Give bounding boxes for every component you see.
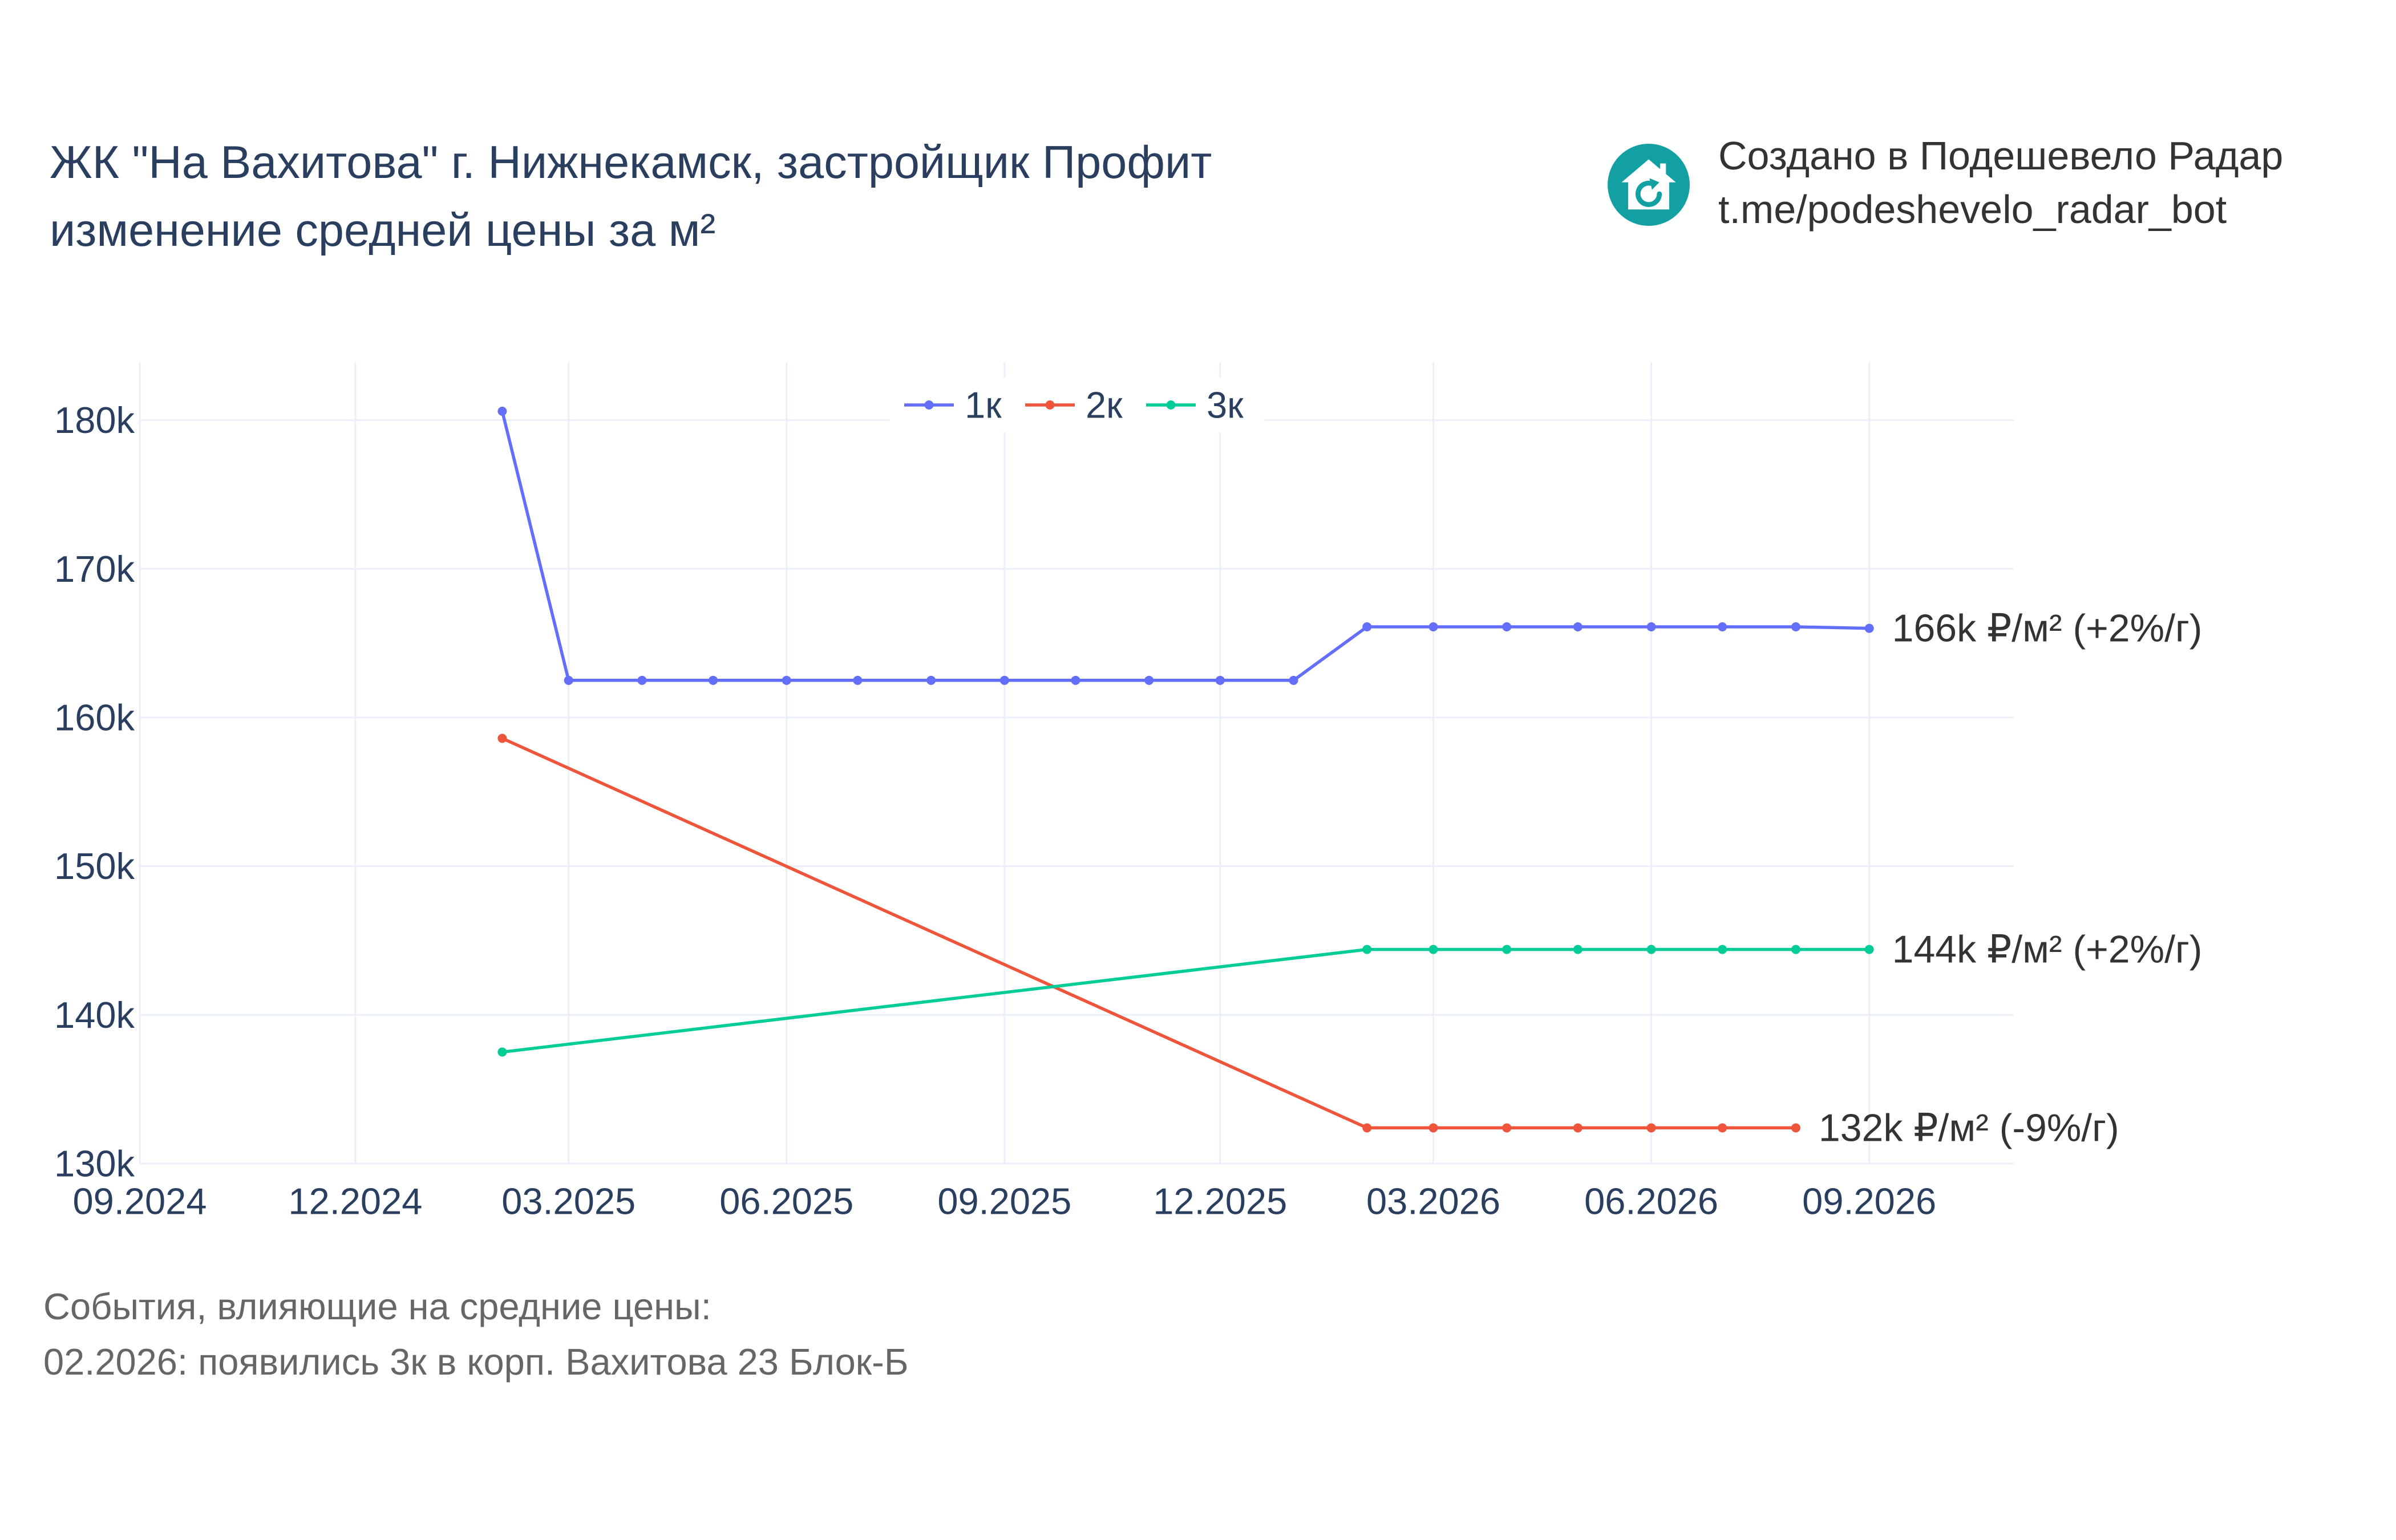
house-chimney: [1660, 163, 1666, 175]
attribution-text: Создано в Подешевело Радар: [1718, 133, 2284, 178]
data-point: [497, 733, 507, 743]
axes: 130k 140k 150k 160k 170k 180k 09.2024 12.2024 03…: [54, 399, 1936, 1222]
legend-item: 2к: [1025, 384, 1123, 426]
series-3: 144k ₽/м² (+2%/г): [497, 928, 2202, 1057]
end-value-label: 166k ₽/м² (+2%/г): [1892, 607, 2203, 650]
data-point: [1071, 675, 1080, 685]
legend: 1к 2к 3к: [890, 378, 1264, 432]
y-tick-label: 180k: [54, 399, 135, 441]
y-tick-label: 140k: [54, 994, 135, 1036]
data-point: [1362, 945, 1372, 954]
x-tick-label: 03.2025: [501, 1181, 636, 1222]
data-point: [1864, 623, 1874, 633]
series-2: 132k ₽/м² (-9%/г): [497, 733, 2119, 1149]
event-item: 02.2026: появились 3к в корп. Вахитова 2…: [43, 1341, 909, 1383]
data-point: [1502, 622, 1512, 631]
end-value-label: 132k ₽/м² (-9%/г): [1819, 1106, 2119, 1149]
x-tick-label: 09.2026: [1802, 1181, 1936, 1222]
y-tick-label: 160k: [54, 696, 135, 738]
data-point: [1864, 945, 1874, 954]
legend-marker: [1166, 400, 1176, 410]
data-point: [1573, 945, 1583, 954]
logo-graphic: [1608, 144, 1690, 226]
x-tick-label: 06.2025: [719, 1181, 853, 1222]
data-point: [1718, 1123, 1727, 1133]
data-point: [1791, 622, 1800, 631]
data-point: [853, 675, 863, 685]
x-tick-label: 12.2024: [288, 1181, 422, 1222]
data-point: [1791, 1123, 1800, 1133]
data-point: [1144, 675, 1154, 685]
data-point: [1428, 622, 1438, 631]
legend-item: 3к: [1146, 384, 1244, 426]
data-point: [1718, 945, 1727, 954]
data-point: [1428, 945, 1438, 954]
data-point: [1573, 622, 1583, 631]
legend-marker: [1045, 400, 1055, 410]
y-tick-label: 170k: [54, 548, 135, 590]
data-point: [782, 675, 791, 685]
series: 166k ₽/м² (+2%/г) 132k ₽/м² (-9%/г) 144k ₽…: [497, 407, 2202, 1149]
data-point: [1289, 675, 1298, 685]
x-tick-label: 03.2026: [1366, 1181, 1500, 1222]
events-heading: События, влияющие на средние цены:: [43, 1286, 711, 1327]
data-point: [1502, 1123, 1512, 1133]
x-tick-label: 09.2024: [73, 1181, 207, 1222]
data-point: [1718, 622, 1727, 631]
data-point: [1573, 1123, 1583, 1133]
data-point: [497, 407, 507, 416]
chart-subtitle: изменение средней цены за м²: [50, 205, 716, 256]
data-point: [1646, 945, 1656, 954]
refresh-arrowhead-icon: [1649, 178, 1660, 190]
y-tick-label: 150k: [54, 845, 135, 887]
chart-title: ЖК "На Вахитова" г. Нижнекамск, застройщ…: [50, 137, 1212, 188]
data-point: [926, 675, 936, 685]
x-tick-label: 09.2025: [937, 1181, 1071, 1222]
data-point: [1791, 945, 1800, 954]
events-footer: События, влияющие на средние цены: 02.20…: [43, 1279, 909, 1389]
chart-title-block: ЖК "На Вахитова" г. Нижнекамск, застройщ…: [50, 129, 1212, 265]
data-point: [497, 1047, 507, 1057]
series-line: [502, 947, 1869, 1054]
bot-link: t.me/podeshevelo_radar_bot: [1718, 187, 2227, 232]
data-point: [1646, 622, 1656, 631]
series-line: [501, 736, 1796, 1130]
data-point: [1502, 945, 1512, 954]
data-point: [1646, 1123, 1656, 1133]
legend-label: 3к: [1207, 384, 1244, 426]
series-line: [500, 411, 1869, 682]
end-value-label: 144k ₽/м² (+2%/г): [1892, 928, 2203, 971]
data-point: [1362, 1123, 1372, 1133]
data-point: [1362, 622, 1372, 631]
refresh-arrow-icon: [1636, 180, 1662, 207]
x-tick-label: 12.2025: [1153, 1181, 1287, 1222]
data-point: [564, 675, 573, 685]
radar-logo-icon: [1608, 144, 1690, 226]
attribution-block: Создано в Подешевело Радар t.me/podeshev…: [1718, 129, 2283, 236]
legend-item: 1к: [904, 384, 1002, 426]
legend-label: 2к: [1086, 384, 1123, 426]
grid: [139, 362, 2014, 1165]
data-point: [637, 675, 647, 685]
data-point: [999, 675, 1009, 685]
data-point: [1428, 1123, 1438, 1133]
legend-label: 1к: [965, 384, 1002, 426]
x-tick-label: 06.2026: [1584, 1181, 1718, 1222]
series-1: 166k ₽/м² (+2%/г): [497, 407, 2202, 685]
data-point: [709, 675, 718, 685]
legend-marker: [924, 400, 934, 410]
data-point: [1215, 675, 1225, 685]
y-tick-label: 130k: [54, 1143, 135, 1185]
